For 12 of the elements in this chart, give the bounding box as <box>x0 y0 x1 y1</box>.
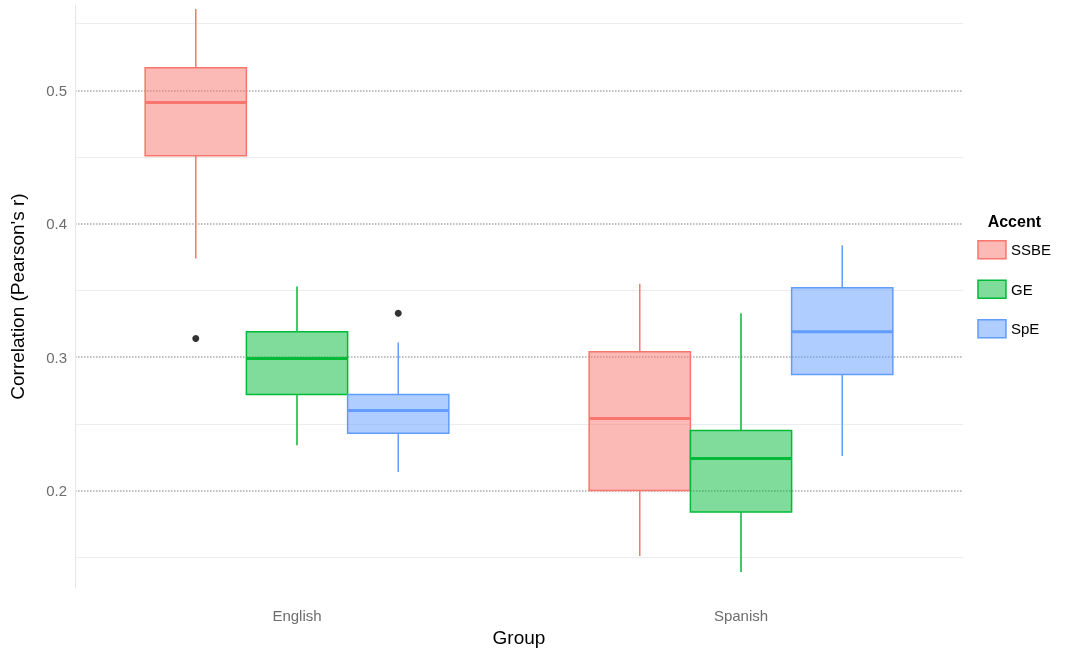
y-tick-label: 0.5 <box>46 81 67 99</box>
y-tick-label: 0.4 <box>46 215 67 233</box>
legend-label: SSBE <box>1010 241 1052 259</box>
x-tick-label: English <box>272 607 322 624</box>
y-tick-label: 0.3 <box>46 348 67 366</box>
legend-label: GE <box>1010 280 1033 298</box>
legend-title: Accent <box>987 212 1042 230</box>
y-axis-title: Correlation (Pearson's r) <box>7 193 28 400</box>
x-tick-label: Spanish <box>713 607 769 624</box>
y-tick-label: 0.2 <box>46 482 67 500</box>
legend-label: SpE <box>1010 320 1040 338</box>
x-axis-title: Group <box>492 626 546 648</box>
